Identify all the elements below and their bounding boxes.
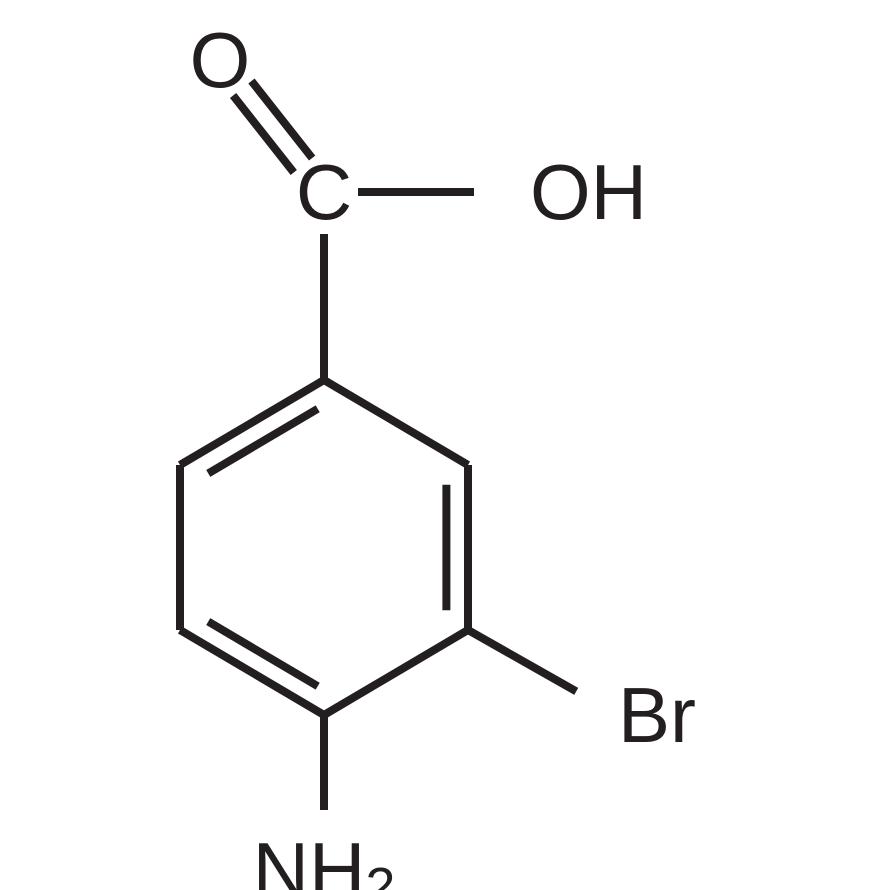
molecule-diagram: OC OH Br NH2	[0, 0, 890, 890]
svg-text:NH2: NH2	[253, 826, 396, 890]
svg-text:Br: Br	[618, 671, 696, 759]
svg-text:O: O	[190, 16, 251, 104]
svg-text:OH: OH	[530, 148, 647, 236]
svg-text:C: C	[296, 148, 352, 236]
